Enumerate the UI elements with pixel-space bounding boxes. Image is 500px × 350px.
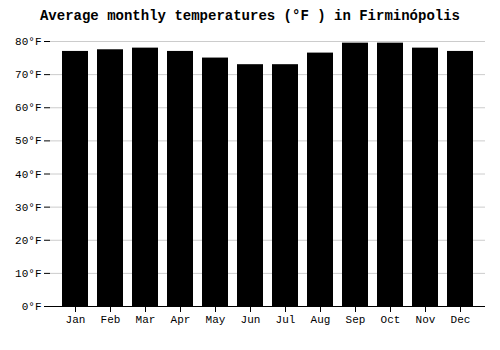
svg-text:50°F: 50°F [15,135,41,147]
svg-text:Dec: Dec [451,314,471,326]
html-text:Average monthly temperatures (: Average monthly temperatures (°F ) in Fi… [40,8,460,24]
svg-text:Oct: Oct [381,314,401,326]
svg-text:Jan: Jan [66,314,86,326]
svg-text:40°F: 40°F [15,169,41,181]
svg-text:Mar: Mar [136,314,156,326]
svg-text:Sep: Sep [346,314,366,326]
svg-text:0°F: 0°F [22,301,42,313]
svg-text:80°F: 80°F [15,36,41,48]
svg-text:Feb: Feb [101,314,121,326]
svg-text:20°F: 20°F [15,235,41,247]
svg-text:60°F: 60°F [15,102,41,114]
svg-text:Nov: Nov [416,314,436,326]
svg-text:10°F: 10°F [15,268,41,280]
svg-text:Aug: Aug [311,314,331,326]
svg-text:70°F: 70°F [15,69,41,81]
svg-text:30°F: 30°F [15,202,41,214]
svg-text:Jun: Jun [241,314,261,326]
svg-text:May: May [206,314,226,326]
svg-text:Jul: Jul [276,314,296,326]
svg-text:Apr: Apr [171,314,191,326]
